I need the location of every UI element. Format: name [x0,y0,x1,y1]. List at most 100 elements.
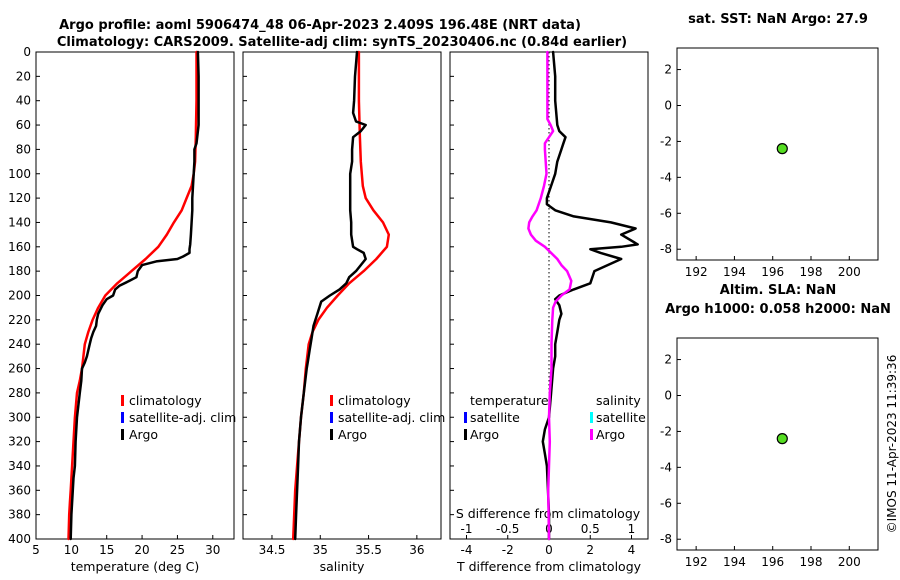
x-tick-label: 4 [628,543,636,557]
x-tick-label: 2 [586,543,594,557]
difference-xlabel: T difference from climatology [456,559,642,574]
legend-title-temperature: temperature [470,393,549,408]
x-tick-label: 25 [170,543,185,557]
depth-tick-label: 0 [23,45,31,59]
legend-swatch-s-argo [590,429,593,440]
x-tick-label: 196 [761,555,784,569]
x-tick-label: 196 [761,265,784,279]
top-tick-label: 0.5 [581,522,600,536]
legend-label-satellite: satellite-adj. clim [129,410,236,425]
temperature-legend: climatology satellite-adj. clim Argo [121,393,236,442]
top-tick-label: -0.5 [496,522,519,536]
depth-tick-label: 380 [8,508,31,522]
legend-label-argo: Argo [338,427,367,442]
data-point-marker [776,143,788,155]
temperature-axes-box [35,51,235,540]
depth-tick-label: 240 [8,337,31,351]
legend-swatch-argo [330,429,333,440]
sst-axes-box [676,47,879,261]
salinity-panel: 34.5 35 35.5 36 salinity climatology satell… [242,50,445,574]
y-tick-label: 2 [664,353,672,367]
top-tick-label: 1 [628,522,636,536]
x-tick-label: 192 [685,265,708,279]
legend-swatch-satellite [330,412,333,423]
legend-label-climatology: climatology [129,393,202,408]
sst-title: sat. SST: NaN Argo: 27.9 [688,12,868,27]
series-line-argo [293,50,367,541]
series-line-argo [69,50,200,541]
x-tick-label: -2 [502,543,514,557]
y-tick-label: 0 [664,388,672,402]
y-tick-label: -2 [660,424,672,438]
x-tick-label: 200 [838,265,861,279]
legend-swatch-climatology [121,395,124,406]
main-title-line2: Climatology: CARS2009. Satellite-adj cli… [57,35,627,50]
depth-tick-label: 180 [8,264,31,278]
x-tick-label: 10 [64,543,79,557]
x-tick-label: 0 [545,543,553,557]
salinity-axes-box [242,51,442,540]
series-line-s-argo-difference [527,50,573,541]
temperature-panel: 0 20 40 60 80 100 120 140 160 180 200 220 240 260 280 3… [8,45,454,574]
legend-swatch-climatology [330,395,333,406]
legend-swatch-t-argo [464,429,467,440]
legend-swatch-s-satellite [590,412,593,423]
y-tick-label: -8 [660,242,672,256]
x-tick-label: 36 [409,543,424,557]
series-line-climatology [67,50,198,541]
series-line-climatology [291,50,391,541]
legend-title-salinity: salinity [596,393,641,408]
top-tick-label: -1 [461,522,473,536]
y-tick-label: 0 [664,98,672,112]
depth-tick-label: 280 [8,386,31,400]
x-tick-label: 5 [32,543,40,557]
depth-tick-label: 160 [8,240,31,254]
legend-label-s-satellite: satellite [596,410,646,425]
legend-swatch-satellite [121,412,124,423]
sla-subtitle: Argo h1000: 0.058 h2000: NaN [665,302,891,317]
difference-panel: -4 -2 0 2 4 -1 -0.5 0 0.5 1 S difference from cl… [449,50,649,574]
depth-tick-label: 40 [16,94,31,108]
x-tick-label: -4 [461,543,473,557]
data-point-marker [776,433,788,445]
x-tick-label: 34.5 [259,543,286,557]
sla-panel: Altim. SLA: NaN Argo h1000: 0.058 h2000:… [660,283,891,569]
x-tick-label: 35.5 [355,543,382,557]
depth-tick-label: 80 [16,142,31,156]
y-tick-label: 2 [664,63,672,77]
legend-label-s-argo: Argo [596,427,625,442]
y-tick-label: -8 [660,532,672,546]
depth-tick-label: 20 [16,69,31,83]
temperature-xlabel: temperature (deg C) [71,559,200,574]
legend-label-argo: Argo [129,427,158,442]
legend-swatch-t-satellite [464,412,467,423]
depth-tick-label: 140 [8,215,31,229]
x-tick-label: 30 [205,543,220,557]
x-tick-label: 192 [685,555,708,569]
y-tick-label: -6 [660,496,672,510]
main-title-line1: Argo profile: aoml 5906474_48 06-Apr-202… [59,18,581,33]
x-tick-label: 198 [800,555,823,569]
x-tick-label: 198 [800,265,823,279]
series-line-t-argo-difference [541,50,639,541]
y-tick-label: -2 [660,134,672,148]
sla-axes-box [676,337,879,551]
x-tick-label: 35 [313,543,328,557]
depth-tick-label: 200 [8,289,31,303]
depth-tick-label: 340 [8,459,31,473]
depth-tick-label: 100 [8,167,31,181]
depth-tick-label: 320 [8,435,31,449]
x-tick-label: 194 [723,555,746,569]
legend-label-climatology: climatology [338,393,411,408]
depth-tick-label: 400 [8,532,31,546]
sla-title: Altim. SLA: NaN [720,283,836,298]
x-tick-label: 200 [838,555,861,569]
depth-tick-label: 300 [8,410,31,424]
difference-legend: temperature satellite Argo salinity sate… [464,393,646,442]
y-tick-label: -6 [660,206,672,220]
depth-tick-label: 360 [8,483,31,497]
y-tick-label: -4 [660,170,672,184]
x-tick-label: 20 [134,543,149,557]
depth-tick-label: 260 [8,362,31,376]
salinity-xlabel: salinity [320,559,365,574]
